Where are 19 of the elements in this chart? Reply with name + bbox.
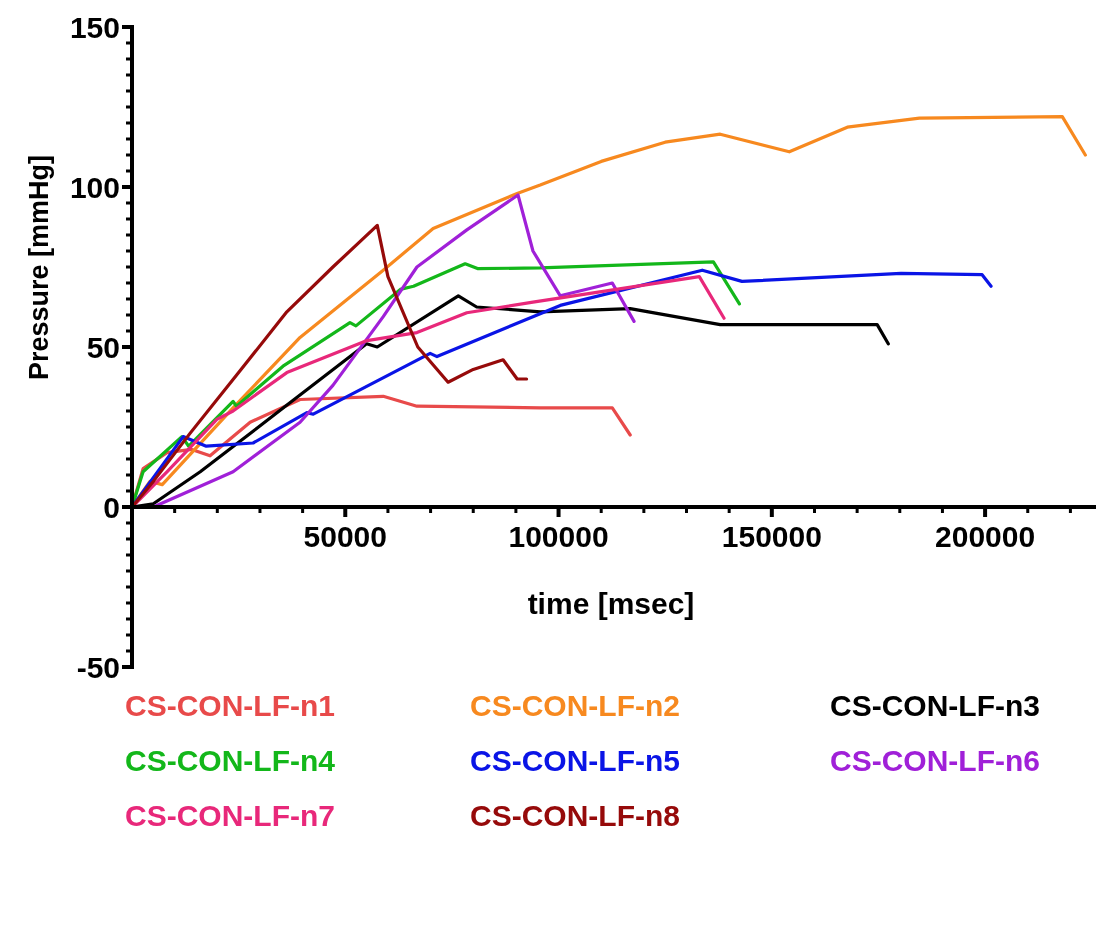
y-tick-label: 50 <box>86 330 120 364</box>
text: CS-CON-LF-n2 <box>470 688 680 722</box>
x-tick-label: 150000 <box>721 520 822 553</box>
text: CS-CON-LF-n7 <box>125 798 335 832</box>
text: CS-CON-LF-n5 <box>470 743 680 777</box>
text: CS-CON-LF-n1 <box>125 688 335 722</box>
x-tick-label: 50000 <box>303 520 387 553</box>
text: CS-CON-LF-n8 <box>470 798 680 832</box>
x-tick-label: 200000 <box>935 520 1036 553</box>
y-tick-label: 150 <box>69 10 120 44</box>
text: CS-CON-LF-n4 <box>125 743 336 777</box>
text: CS-CON-LF-n3 <box>830 688 1040 722</box>
x-tick-label: 100000 <box>508 520 609 553</box>
y-tick-label: 100 <box>69 170 120 204</box>
y-tick-label: -50 <box>76 650 120 684</box>
text: CS-CON-LF-n6 <box>830 743 1040 777</box>
y-axis-title: Pressure [mmHg] <box>24 154 54 381</box>
y-tick-label: 0 <box>103 490 120 524</box>
x-axis-title: time [msec] <box>527 587 695 620</box>
